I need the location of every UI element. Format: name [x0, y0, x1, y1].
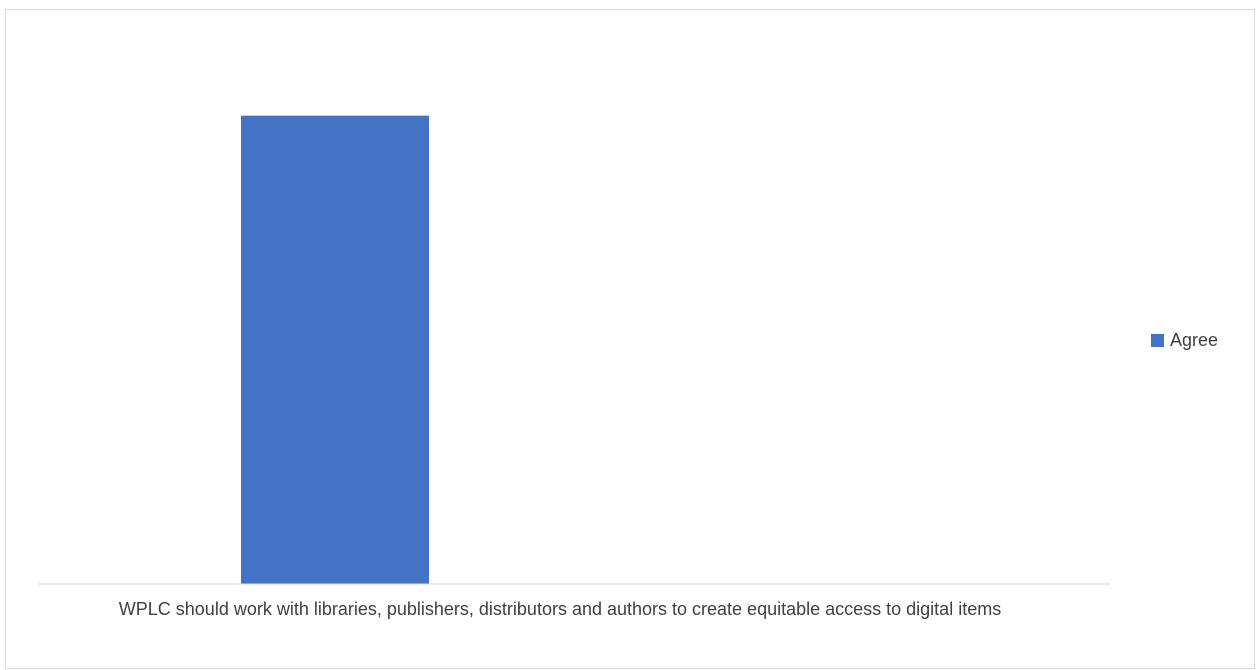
x-tick-label: WPLC should work with libraries, publish…	[118, 599, 1002, 619]
bar-group	[241, 115, 429, 585]
legend-swatch	[1151, 334, 1164, 347]
legend-label: Agree	[1170, 330, 1219, 350]
legend: Agree	[1151, 330, 1218, 351]
bar-agree	[241, 115, 429, 585]
chart-frame	[5, 9, 1255, 669]
